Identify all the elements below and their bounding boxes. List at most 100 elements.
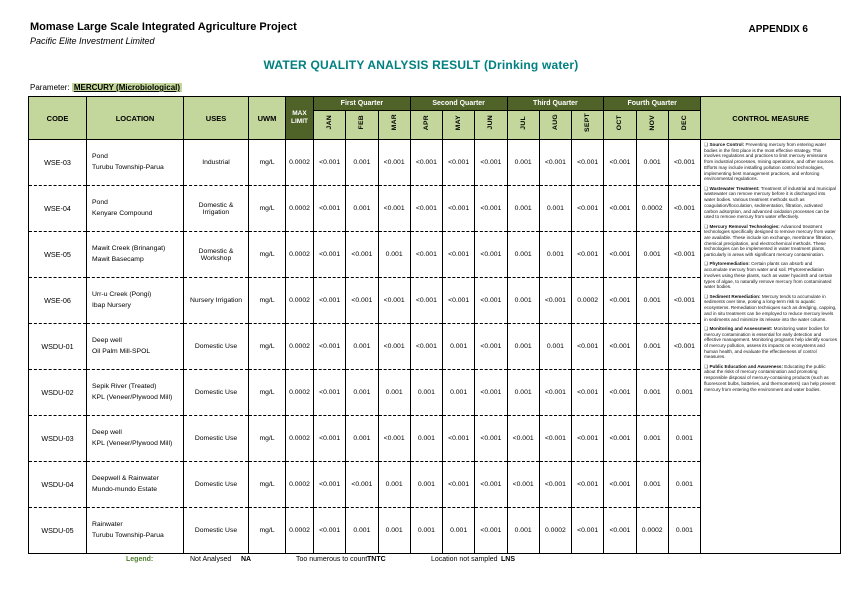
max-limit-cell: 0.0002	[285, 231, 314, 278]
project-title: Momase Large Scale Integrated Agricultur…	[30, 21, 297, 33]
value-cell: 0.0002	[635, 507, 669, 554]
column-header-uses: USES	[183, 96, 249, 140]
quarter-header-3: Third Quarter	[506, 96, 605, 111]
month-header: OCT	[603, 110, 637, 140]
month-header: APR	[409, 110, 444, 140]
value-cell: 0.001	[441, 507, 476, 554]
location-line: Kenyare Compound	[92, 209, 153, 217]
code-cell: WSDU-02	[28, 369, 87, 416]
uwm-cell: mg/L	[248, 185, 286, 232]
location-line: Sepik River (Treated)	[92, 382, 157, 390]
control-measure-body: Educating the public about the risks of …	[704, 363, 836, 392]
uses-cell: Industrial	[183, 139, 249, 186]
control-measure-title: Public Education and Awareness:	[709, 363, 783, 369]
month-header: MAR	[377, 110, 411, 140]
value-cell: <0.001	[474, 185, 508, 232]
table-row: WSDU-04 Deepwell & Rainwater Mundo-mundo E…	[28, 461, 841, 508]
control-measure-item: ❑ Wastewater Treatment: Treatment of ind…	[704, 186, 837, 220]
value-cell: <0.001	[571, 415, 605, 462]
value-cell: 0.001	[667, 369, 702, 416]
month-header: JAN	[312, 110, 347, 140]
uses-cell: Nursery Irrigation	[183, 277, 249, 324]
location-line: KPL (Veneer/Plywood Mill)	[92, 439, 173, 447]
control-measure-body: Monitoring water bodies for mercury cont…	[704, 325, 838, 360]
value-cell: <0.001	[603, 415, 637, 462]
table-row: WSE-05 Mawit Creek (Brinangat) Mawit Basec…	[28, 231, 841, 278]
control-measure-title: Sediment Remediation:	[709, 293, 761, 299]
value-cell: 0.0002	[571, 277, 605, 324]
value-cell: 0.001	[409, 507, 444, 554]
location-cell: Sepik River (Treated) KPL (Veneer/Plywood…	[86, 369, 184, 416]
value-cell: 0.001	[506, 139, 540, 186]
location-cell: Pond Turubu Township-Parua	[86, 139, 184, 186]
value-cell: <0.001	[312, 323, 347, 370]
table-row: WSE-03 Pond Turubu Township-Parua Industria…	[28, 139, 842, 554]
max-limit-cell: 0.0002	[285, 323, 314, 370]
location-cell: Urr-u Creek (Pongi) Ibap Nursery	[86, 277, 184, 324]
value-cell: <0.001	[603, 323, 637, 370]
value-cell: <0.001	[409, 231, 444, 278]
control-measure-item: ❑ Source Control: Preventing mercury fro…	[704, 142, 837, 182]
code-cell: WSE-03	[28, 139, 87, 186]
value-cell: <0.001	[667, 185, 702, 232]
value-cell: <0.001	[441, 415, 476, 462]
value-cell: <0.001	[409, 185, 444, 232]
value-cell: 0.001	[667, 415, 702, 462]
location-line: Rainwater	[92, 520, 123, 528]
table-row: WSE-04 Pond Kenyare Compound Domestic & Irr…	[28, 185, 841, 232]
value-cell: <0.001	[441, 461, 476, 508]
value-cell: <0.001	[571, 185, 605, 232]
table-row: WSDU-05 Rainwater Turubu Township-Parua Dom…	[28, 507, 841, 554]
location-line: Deepwell & Rainwater	[92, 474, 159, 482]
value-cell: <0.001	[571, 369, 605, 416]
location-line: Ibap Nursery	[92, 301, 131, 309]
value-cell: <0.001	[474, 139, 508, 186]
control-measure-body: Preventing mercury from entering water b…	[704, 142, 835, 182]
legend-item-text: Location not sampled	[431, 556, 498, 563]
value-cell: <0.001	[538, 369, 573, 416]
control-measure-body: Treatment of industrial and municipal wa…	[704, 185, 836, 220]
control-measure-body: Mercury tends to accumulate in sediments…	[704, 293, 837, 322]
value-cell: 0.001	[506, 277, 540, 324]
value-cell: <0.001	[474, 369, 508, 416]
max-limit-cell: 0.0002	[285, 461, 314, 508]
month-header: DEC	[667, 110, 702, 140]
parameter-value: MERCURY (Microbiological)	[71, 83, 183, 92]
month-header: AUG	[538, 110, 573, 140]
value-cell: 0.001	[377, 507, 411, 554]
value-cell: <0.001	[345, 461, 379, 508]
max-limit-cell: 0.0002	[285, 185, 314, 232]
value-cell: <0.001	[474, 277, 508, 324]
value-cell: 0.001	[409, 415, 444, 462]
value-cell: <0.001	[441, 185, 476, 232]
value-cell: <0.001	[312, 507, 347, 554]
column-header-max-limit: MAX LIMIT	[285, 96, 314, 140]
value-cell: 0.001	[409, 369, 444, 416]
table-body: WSE-03 Pond Turubu Township-Parua Industria…	[28, 139, 842, 554]
value-cell: <0.001	[377, 139, 411, 186]
value-cell: <0.001	[603, 231, 637, 278]
value-cell: <0.001	[312, 415, 347, 462]
uwm-cell: mg/L	[248, 277, 286, 324]
control-measure-item: ❑ Monitoring and Assessment: Monitoring …	[704, 326, 837, 360]
value-cell: 0.001	[635, 369, 669, 416]
value-cell: 0.001	[345, 507, 379, 554]
code-cell: WSDU-03	[28, 415, 87, 462]
uwm-cell: mg/L	[248, 369, 286, 416]
code-cell: WSE-05	[28, 231, 87, 278]
code-cell: WSDU-01	[28, 323, 87, 370]
location-line: Mawit Basecamp	[92, 255, 144, 263]
value-cell: <0.001	[312, 139, 347, 186]
bullet-icon: ❑	[704, 223, 709, 229]
value-cell: <0.001	[441, 139, 476, 186]
uses-cell: Domestic Use	[183, 323, 249, 370]
month-header: JUN	[474, 110, 508, 140]
value-cell: 0.001	[538, 231, 573, 278]
value-cell: <0.001	[312, 369, 347, 416]
column-header-uwm: UWM	[248, 96, 286, 140]
value-cell: <0.001	[571, 139, 605, 186]
value-cell: 0.001	[506, 369, 540, 416]
value-cell: <0.001	[441, 231, 476, 278]
value-cell: <0.001	[409, 323, 444, 370]
value-cell: <0.001	[345, 277, 379, 324]
